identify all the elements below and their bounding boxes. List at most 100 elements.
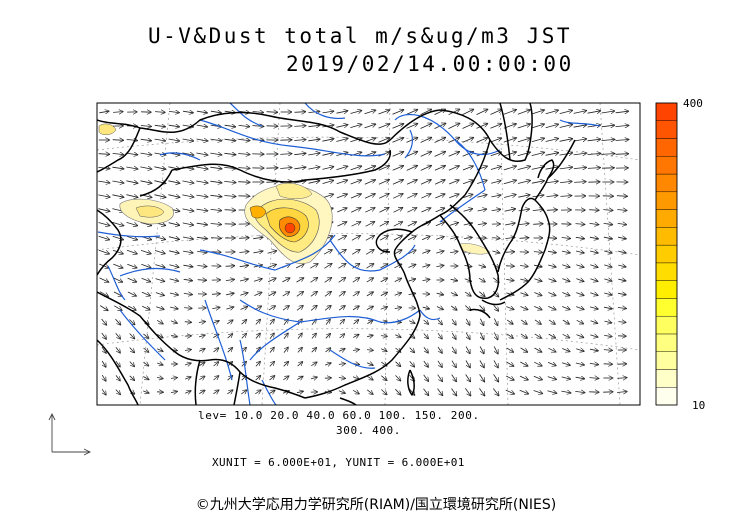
- wind-arrow: [392, 124, 404, 129]
- axis-indicator: [48, 412, 92, 456]
- wind-arrow: [352, 278, 359, 283]
- wind-arrow: [562, 334, 570, 337]
- wind-arrow: [168, 181, 179, 183]
- vector-unit-label: XUNIT = 6.000E+01, YUNIT = 6.000E+01: [212, 456, 465, 469]
- wind-arrow: [255, 390, 260, 394]
- wind-arrow: [364, 180, 375, 185]
- wind-arrow: [434, 166, 445, 171]
- wind-arrow: [154, 139, 166, 141]
- wind-arrow: [422, 265, 429, 267]
- wind-arrow: [210, 224, 222, 225]
- wind-arrow: [127, 263, 136, 268]
- wind-arrow: [268, 278, 276, 281]
- graticule: [97, 103, 640, 405]
- wind-arrow: [129, 333, 135, 339]
- wind-arrow: [199, 390, 204, 393]
- wind-arrow: [255, 376, 261, 381]
- wind-arrow: [99, 277, 109, 282]
- wind-arrow: [560, 196, 572, 197]
- wind-arrow: [336, 166, 348, 171]
- wind-vectors: [98, 109, 628, 395]
- wind-arrow: [170, 321, 177, 323]
- wind-arrow: [297, 348, 302, 353]
- wind-arrow: [618, 251, 626, 253]
- wind-arrow: [490, 138, 502, 143]
- wind-arrow: [169, 279, 179, 281]
- wind-arrow: [548, 293, 555, 296]
- wind-arrow: [364, 166, 376, 171]
- wind-arrow: [490, 167, 501, 170]
- wind-arrow: [379, 236, 388, 241]
- wind-arrow: [224, 153, 235, 154]
- wind-arrow: [603, 350, 612, 351]
- wind-arrow: [533, 252, 542, 253]
- wind-arrow: [479, 346, 484, 354]
- wind-arrow: [420, 180, 431, 185]
- wind-arrow: [336, 111, 348, 113]
- wind-arrow: [365, 236, 374, 241]
- wind-arrow: [143, 333, 148, 338]
- wind-arrow: [157, 363, 163, 365]
- wind-arrow: [323, 250, 332, 255]
- wind-arrow: [503, 180, 516, 185]
- wind-arrow: [533, 375, 542, 379]
- wind-arrow: [407, 236, 416, 241]
- wind-arrow: [423, 320, 429, 324]
- wind-arrow: [604, 265, 611, 267]
- wind-arrow: [503, 110, 516, 115]
- wind-arrow: [366, 278, 373, 283]
- wind-arrow: [102, 360, 106, 367]
- wind-arrow: [531, 110, 544, 115]
- wind-arrow: [506, 361, 513, 366]
- wind-arrow: [365, 208, 374, 213]
- wind-arrow: [589, 378, 599, 379]
- wind-arrow: [519, 223, 529, 224]
- wind-arrow: [157, 334, 163, 337]
- colorbar-frame: [655, 102, 678, 406]
- chart-title: U-V&Dust total m/s&ug/m3 JST: [148, 24, 573, 48]
- wind-arrow: [423, 333, 428, 339]
- wind-arrow: [520, 279, 527, 281]
- wind-arrow: [240, 307, 248, 310]
- wind-arrow: [268, 306, 275, 311]
- wind-arrow: [184, 363, 191, 365]
- wind-arrow: [197, 266, 206, 267]
- wind-arrow: [168, 223, 180, 226]
- wind-arrow: [255, 362, 260, 367]
- wind-arrow: [437, 332, 442, 339]
- wind-arrow: [436, 265, 443, 266]
- wind-arrow: [226, 293, 234, 295]
- wind-arrow: [393, 222, 403, 227]
- wind-arrow: [198, 322, 205, 323]
- wind-arrow: [590, 321, 598, 324]
- wind-arrow: [408, 293, 416, 294]
- wind-arrow: [479, 305, 485, 310]
- wind-arrow: [350, 166, 362, 171]
- wind-arrow: [269, 376, 275, 381]
- wind-arrow: [492, 251, 500, 253]
- wind-arrow: [336, 194, 347, 199]
- colorbar-swatch: [655, 227, 678, 246]
- wind-arrow: [479, 374, 485, 381]
- wind-arrow: [478, 278, 485, 282]
- wind-arrow: [491, 181, 501, 184]
- wind-arrow: [351, 208, 361, 213]
- wind-arrow: [449, 194, 458, 199]
- wind-arrow: [308, 111, 320, 112]
- wind-arrow: [576, 349, 584, 351]
- wind-arrow: [562, 319, 569, 324]
- wind-arrow: [520, 361, 527, 366]
- wind-arrow: [573, 139, 587, 141]
- wind-arrow: [297, 362, 303, 367]
- wind-arrow: [462, 124, 474, 129]
- wind-arrow: [420, 109, 432, 115]
- wind-arrow: [409, 347, 415, 353]
- wind-arrow: [559, 153, 573, 155]
- wind-arrow: [576, 265, 583, 267]
- wind-arrow: [297, 333, 302, 339]
- wind-arrow: [448, 123, 460, 129]
- wind-arrow: [99, 305, 108, 311]
- timestamp: 2019/02/14.00:00:00: [286, 52, 574, 76]
- wind-arrow: [239, 265, 249, 266]
- wind-arrow: [196, 167, 207, 169]
